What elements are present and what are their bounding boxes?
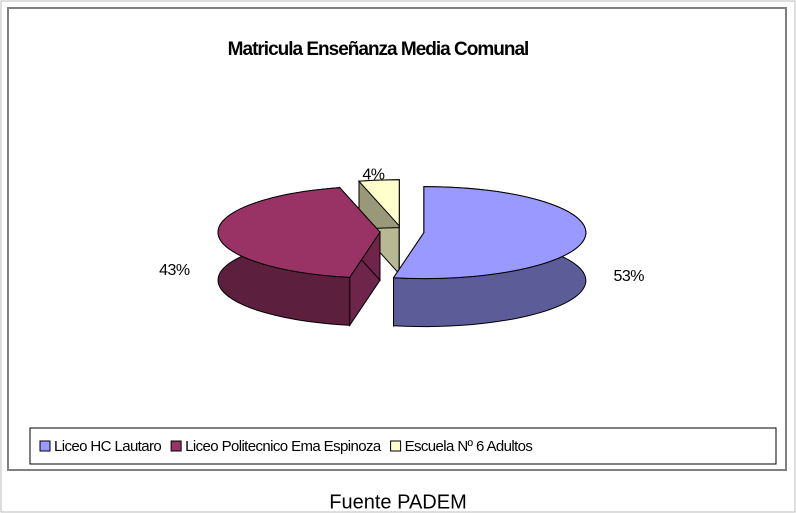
legend-swatch bbox=[390, 440, 402, 452]
legend-label: Liceo HC Lautaro bbox=[54, 438, 161, 455]
source-note: Fuente PADEM bbox=[329, 491, 466, 513]
legend-label: Liceo Politecnico Ema Espinoza bbox=[185, 438, 382, 455]
pie-slice bbox=[217, 187, 381, 278]
data-label: 53% bbox=[613, 268, 644, 285]
chart-title: Matricula Enseñanza Media Comunal bbox=[228, 39, 529, 60]
legend-swatch bbox=[39, 440, 51, 452]
data-label: 43% bbox=[159, 262, 190, 279]
legend-box bbox=[29, 427, 777, 465]
legend-swatch bbox=[170, 440, 182, 452]
pie-slice bbox=[392, 186, 587, 280]
data-label: 4% bbox=[362, 166, 384, 183]
slice-group bbox=[217, 186, 381, 328]
legend-label: Escuela Nº 6 Adultos bbox=[405, 438, 533, 455]
slice-group bbox=[357, 179, 400, 276]
pie-slice bbox=[357, 179, 400, 228]
pie bbox=[217, 179, 587, 328]
slice-group bbox=[392, 186, 587, 328]
